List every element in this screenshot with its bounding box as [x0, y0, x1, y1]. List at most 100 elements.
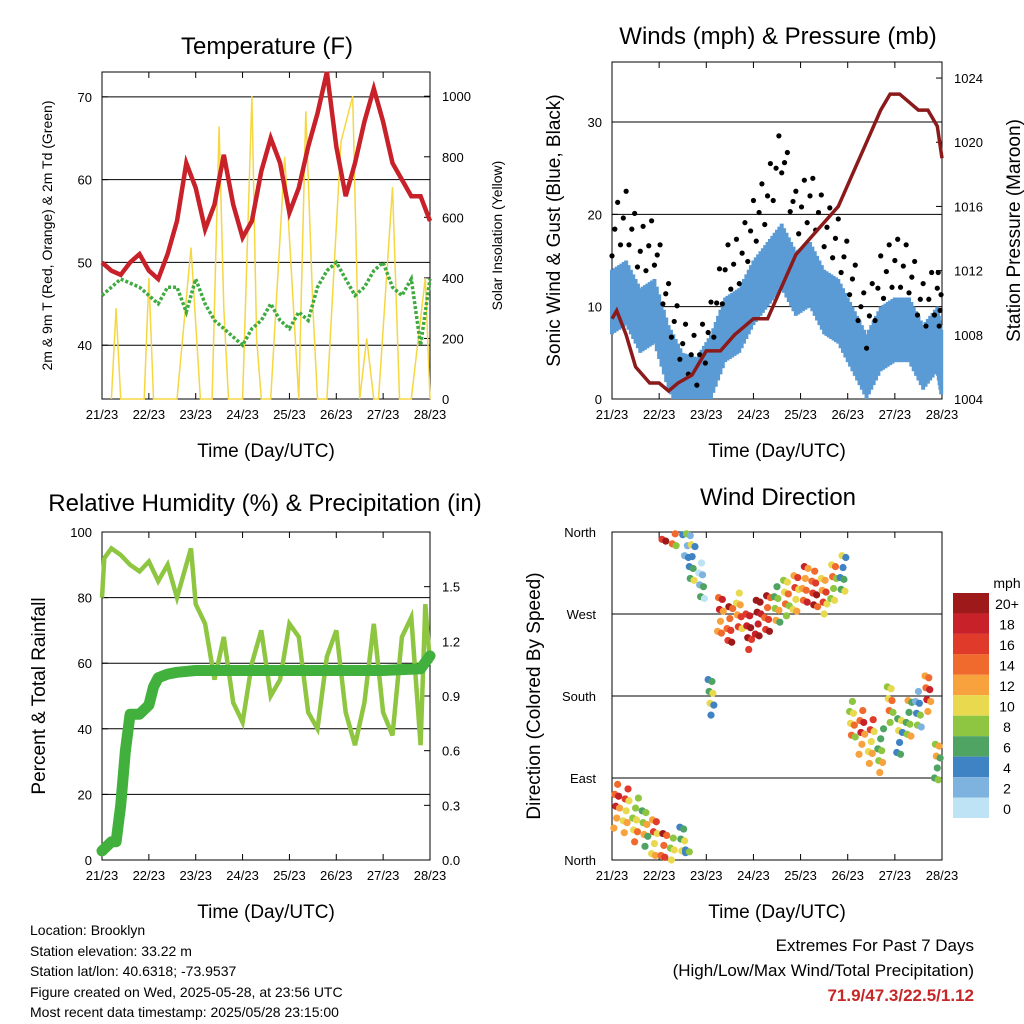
wind-gust-point	[756, 209, 762, 216]
wind-gust-point	[830, 255, 836, 261]
direction-ytick-label: West	[567, 607, 597, 622]
direction-point	[633, 828, 642, 836]
direction-point	[691, 542, 699, 551]
winds-xtick-label: 23/23	[690, 407, 723, 422]
wind-gust-point	[892, 257, 898, 264]
temperature-xtick-label: 22/23	[133, 407, 166, 422]
direction-point	[653, 829, 661, 838]
winds-xtick-label: 21/23	[596, 407, 629, 422]
direction-point	[707, 711, 715, 719]
winds-ylabel-left: Sonic Wind & Gust (Blue, Black)	[544, 94, 565, 366]
extremes-values: 71.9/47.3/22.5/1.12	[827, 986, 974, 1005]
wind-gust-point	[796, 231, 802, 237]
direction-point	[672, 542, 680, 550]
direction-point	[727, 626, 735, 635]
humidity-xtick-label: 24/23	[226, 868, 259, 883]
direction-point	[914, 687, 923, 696]
direction-point	[870, 727, 878, 736]
winds-ytick-right-label: 1012	[954, 264, 983, 279]
direction-point	[719, 607, 727, 615]
wind-gust-point	[739, 250, 745, 256]
direction-point	[869, 716, 877, 724]
wind-gust-point	[623, 188, 629, 194]
wind-gust-point	[728, 286, 734, 292]
wind-gust-point	[838, 269, 844, 276]
colorbar-label: 14	[999, 658, 1015, 674]
wind-gust-point	[880, 295, 887, 301]
temperature-ylabel-left: 2m & 9m T (Red, Orange) & 2m Td (Green)	[39, 101, 55, 371]
colorbar-label: 8	[1003, 719, 1011, 735]
direction-xtick-label: 27/23	[879, 868, 912, 883]
wind-gust-point	[841, 254, 847, 260]
wind-gust-point	[810, 175, 816, 181]
wind-gust-point	[926, 296, 932, 302]
wind-gust-point	[935, 269, 941, 276]
direction-point	[776, 618, 784, 626]
direction-xtick-label: 26/23	[831, 868, 864, 883]
wind-gust-point	[748, 228, 754, 234]
colorbar-swatch	[953, 695, 989, 716]
wind-gust-point	[912, 258, 918, 265]
direction-point	[622, 807, 630, 815]
extremes-subheading: (High/Low/Max Wind/Total Precipitation)	[672, 961, 974, 980]
direction-point	[735, 589, 743, 597]
direction-point	[917, 723, 925, 731]
wind-gust-point	[773, 165, 779, 171]
direction-point	[878, 747, 886, 755]
direction-point	[773, 583, 781, 591]
colorbar-swatch	[953, 633, 989, 655]
wind-gust-point	[719, 301, 725, 307]
temperature-ytick-right-label: 600	[442, 210, 464, 225]
direction-point	[804, 564, 812, 573]
direction-point	[685, 848, 693, 856]
direction-ytick-label: North	[564, 525, 596, 540]
humidity-xlabel: Time (Day/UTC)	[197, 902, 335, 923]
direction-point	[634, 794, 643, 802]
panel-winds: Winds (mph) & Pressure (mb) 21/23 22/23 23/…	[544, 23, 1024, 462]
direction-point	[849, 709, 857, 717]
direction-point	[933, 764, 941, 772]
pressure-line	[610, 92, 944, 394]
wind-gust-point	[617, 242, 624, 248]
wind-gust-point	[649, 218, 655, 224]
direction-ytick-label: East	[570, 771, 596, 786]
direction-point	[840, 575, 848, 583]
direction-point	[907, 732, 915, 740]
direction-point	[763, 604, 772, 612]
direction-point	[784, 590, 792, 598]
direction-point	[906, 720, 914, 728]
wind-gust-point	[634, 264, 641, 270]
wind-gust-point	[824, 224, 830, 230]
direction-ylabel-left: Direction (Colored By Speed)	[524, 572, 545, 819]
wind-gust-point	[804, 220, 810, 226]
wind-gust-point	[725, 242, 731, 248]
wind-gust-point	[779, 170, 785, 176]
direction-point	[889, 708, 897, 717]
direction-point	[924, 707, 932, 716]
wind-gust-point	[674, 303, 680, 309]
direction-point	[794, 573, 802, 582]
dewpoint-line	[100, 259, 432, 348]
winds-ytick-label: 20	[588, 207, 602, 222]
colorbar-label: 12	[999, 678, 1015, 694]
direction-point	[886, 718, 894, 727]
extremes-heading: Extremes For Past 7 Days	[775, 936, 974, 955]
wind-gust-point	[900, 263, 906, 269]
colorbar-label: 4	[1003, 760, 1011, 776]
wind-gust-point	[807, 193, 813, 199]
colorbar-label: 0	[1003, 801, 1011, 817]
direction-point	[641, 842, 649, 850]
temperature-ytick-right-label: 200	[442, 331, 464, 346]
colorbar-label: 10	[999, 699, 1015, 715]
temperature-ytick-label: 70	[78, 90, 92, 105]
direction-point	[644, 832, 652, 840]
direction-point	[867, 737, 875, 746]
station-info: Location: Brooklyn Station elevation: 33…	[30, 920, 343, 1023]
direction-point	[620, 829, 628, 837]
direction-point	[896, 750, 905, 758]
colorbar-swatch	[953, 756, 989, 778]
direction-point	[801, 574, 809, 583]
wind-gust-point	[671, 318, 677, 325]
wind-gust-point	[920, 280, 926, 287]
wind-gust-point	[787, 208, 793, 215]
